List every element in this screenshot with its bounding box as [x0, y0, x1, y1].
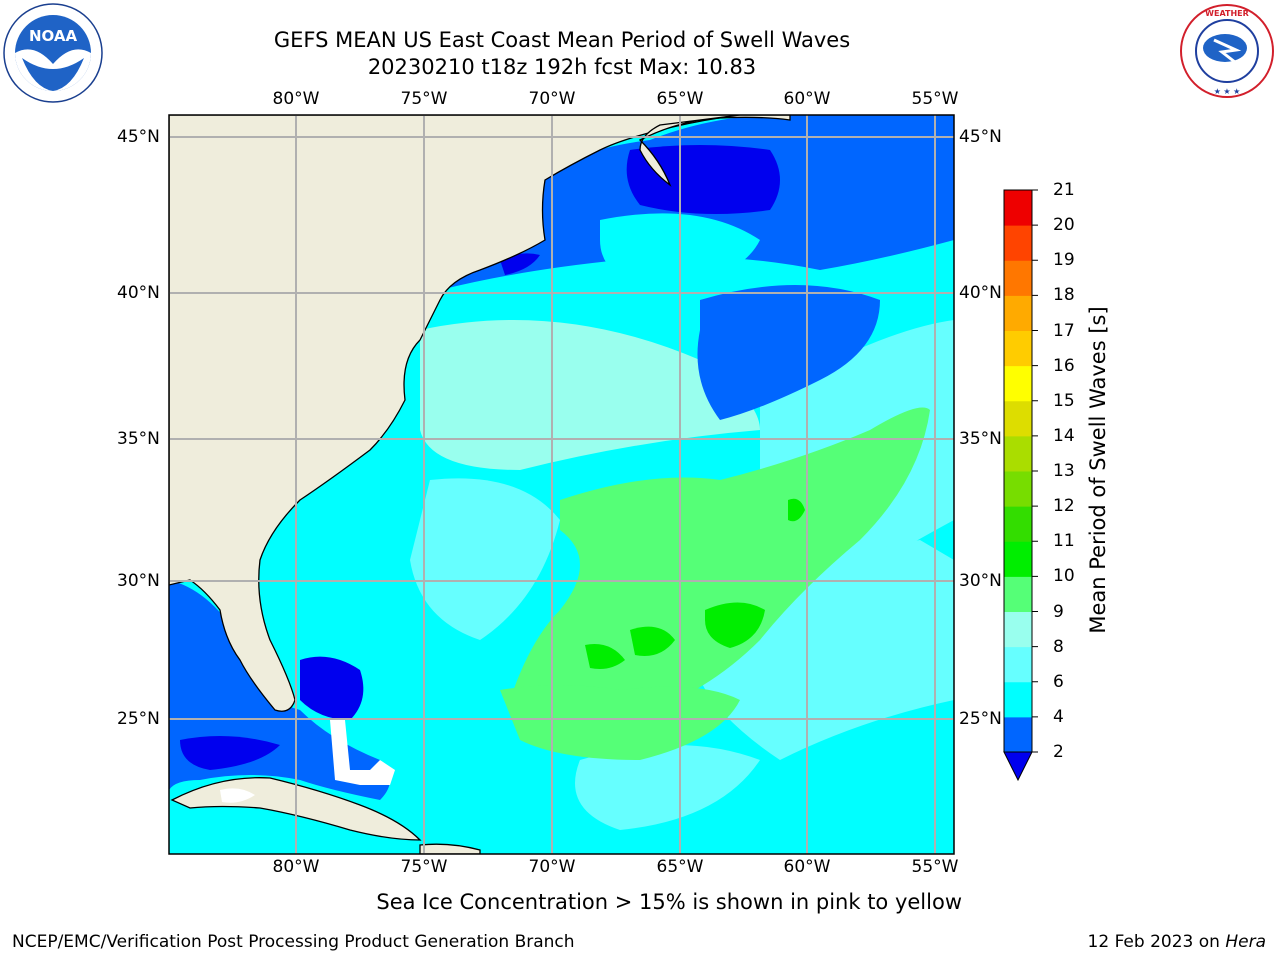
nws-logo-icon: WEATHER ★ ★ ★: [1180, 4, 1274, 98]
colorbar-label: 8: [1053, 636, 1064, 657]
lon-tick-top: 70°W: [528, 89, 576, 109]
colorbar-segment: [1004, 611, 1032, 648]
lon-tick-top: 80°W: [272, 89, 320, 109]
sea-ice-note: Sea Ice Concentration > 15% is shown in …: [376, 890, 962, 914]
footer-date: 12 Feb 2023 on Hera: [1088, 932, 1266, 952]
lat-tick-left: 25°N: [117, 709, 160, 729]
colorbar-label: 13: [1053, 461, 1075, 481]
lon-tick-top: 60°W: [783, 89, 831, 109]
colorbar-segment: [1004, 400, 1032, 437]
colorbar-segment: [1004, 541, 1032, 577]
colorbar-segment: [1004, 225, 1032, 261]
colorbar-segment: [1004, 435, 1032, 472]
lat-tick-right: 40°N: [959, 283, 1002, 303]
lon-tick-bottom: 65°W: [656, 857, 704, 877]
lat-tick-right: 30°N: [959, 571, 1002, 591]
lon-tick-bottom: 55°W: [911, 857, 959, 877]
colorbar-title: Mean Period of Swell Waves [s]: [1086, 306, 1110, 634]
lon-tick-bottom: 60°W: [783, 857, 831, 877]
colorbar-segment: [1004, 190, 1032, 226]
map-frame: [168, 114, 955, 855]
colorbar-segment: [1004, 646, 1032, 683]
colorbar-segment: [1004, 681, 1032, 718]
colorbar-segment: [1004, 365, 1032, 402]
colorbar-label: 14: [1053, 425, 1075, 446]
lat-tick-left: 30°N: [117, 571, 160, 591]
lat-tick-left: 45°N: [117, 127, 160, 147]
lat-tick-right: 35°N: [959, 429, 1002, 449]
lon-tick-bottom: 75°W: [400, 857, 448, 877]
svg-text:★ ★ ★: ★ ★ ★: [1214, 87, 1241, 96]
lon-tick-top: 75°W: [400, 89, 448, 109]
lon-tick-bottom: 70°W: [528, 857, 576, 877]
colorbar-label: 10: [1053, 566, 1075, 587]
colorbar-segment: [1004, 295, 1032, 331]
colorbar-under-arrow: [1003, 751, 1033, 782]
lat-tick-left: 35°N: [117, 429, 160, 449]
colorbar-label: 18: [1053, 285, 1075, 306]
colorbar-label: 16: [1053, 355, 1075, 376]
map-field: [169, 115, 954, 854]
colorbar-label: 11: [1053, 531, 1075, 552]
chart-title: GEFS MEAN US East Coast Mean Period of S…: [273, 28, 851, 52]
colorbar-label: 6: [1053, 671, 1064, 692]
svg-text:NOAA: NOAA: [29, 27, 78, 45]
lat-tick-right: 45°N: [959, 127, 1002, 147]
colorbar-label: 15: [1053, 390, 1075, 411]
lat-tick-right: 25°N: [959, 709, 1002, 729]
colorbar-label: 12: [1053, 496, 1075, 517]
colorbar-label: 20: [1053, 215, 1075, 236]
colorbar-label: 21: [1053, 180, 1075, 200]
noaa-logo-icon: NOAA: [3, 3, 103, 103]
lon-tick-top: 55°W: [911, 89, 959, 109]
footer-system: Hera: [1225, 932, 1266, 952]
colorbar: [1003, 189, 1038, 782]
colorbar-segment: [1004, 260, 1032, 296]
lon-tick-top: 65°W: [656, 89, 704, 109]
colorbar-label: 19: [1053, 250, 1075, 271]
svg-text:WEATHER: WEATHER: [1205, 9, 1249, 18]
footer-credit: NCEP/EMC/Verification Post Processing Pr…: [12, 932, 575, 952]
colorbar-segment: [1004, 716, 1032, 753]
colorbar-segment: [1004, 506, 1032, 542]
lon-tick-bottom: 80°W: [272, 857, 320, 877]
footer-date-text: 12 Feb 2023 on: [1087, 932, 1220, 952]
colorbar-segment: [1004, 576, 1032, 612]
chart-subtitle: 20230210 t18z 192h fcst Max: 10.83: [367, 55, 757, 79]
lat-tick-left: 40°N: [117, 283, 160, 303]
colorbar-label: 2: [1053, 742, 1064, 762]
colorbar-segment: [1004, 330, 1032, 367]
colorbar-label: 4: [1053, 706, 1064, 727]
colorbar-segment: [1004, 471, 1032, 507]
colorbar-label: 17: [1053, 320, 1075, 341]
colorbar-label: 9: [1053, 601, 1064, 622]
